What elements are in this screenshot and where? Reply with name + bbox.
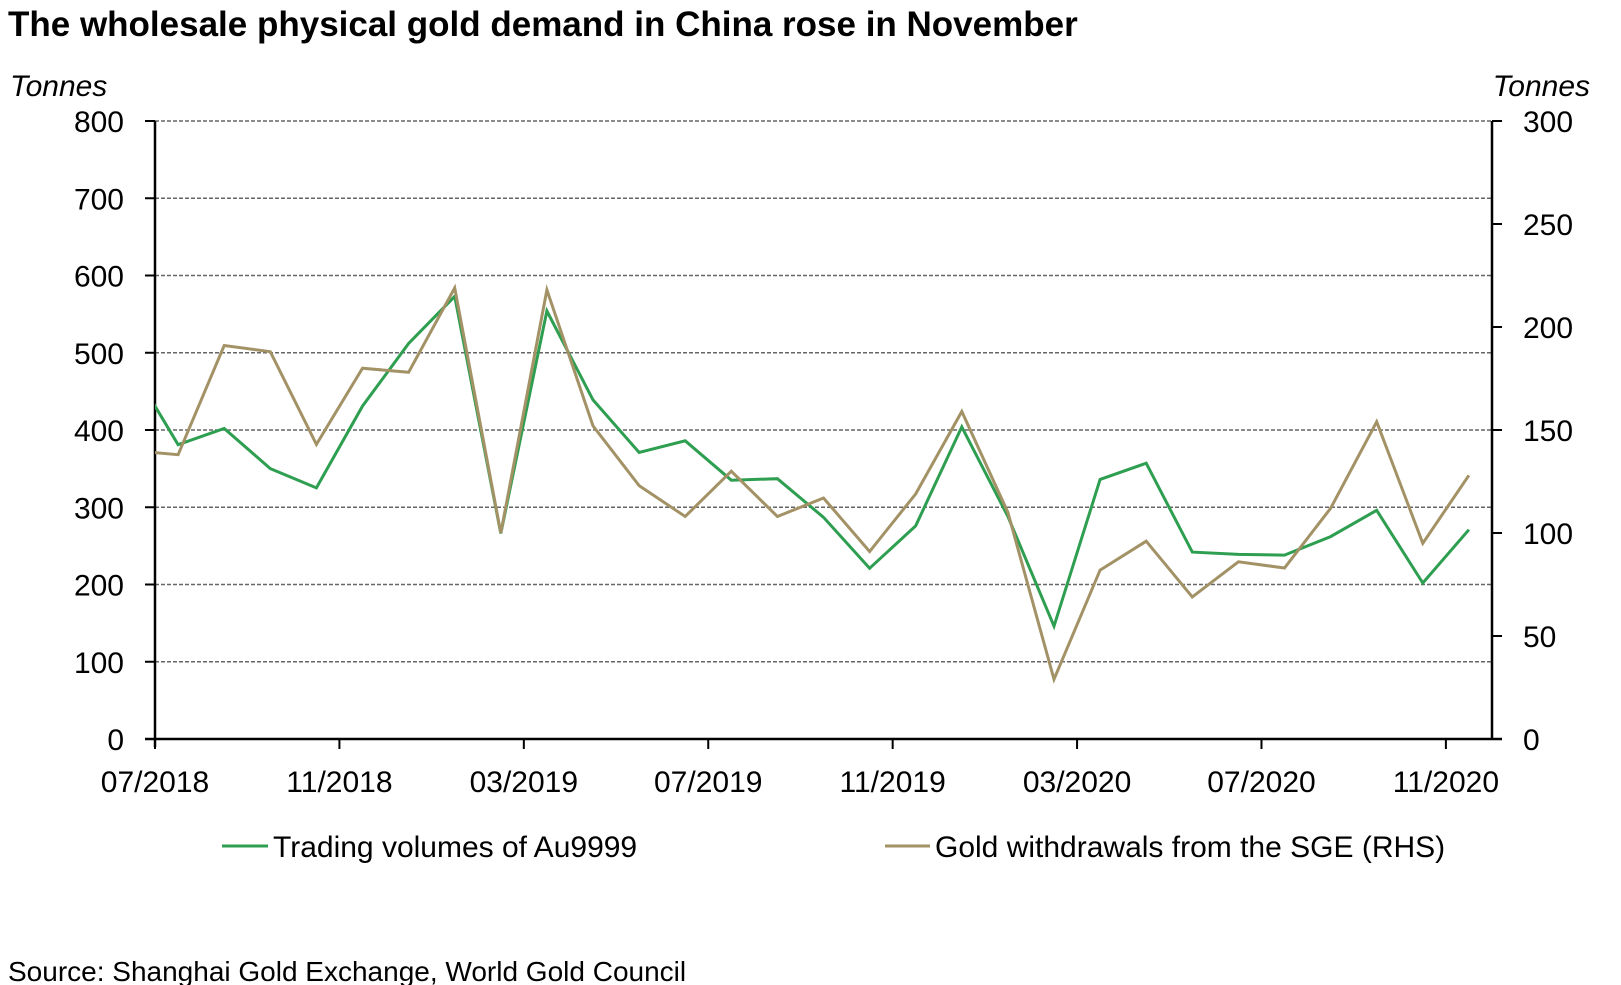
x-axis-tick-label: 11/2018 (286, 766, 392, 799)
right-axis-tick-label: 200 (1523, 312, 1573, 345)
right-axis-tick-label: 50 (1523, 621, 1556, 654)
x-axis-tick-label: 03/2019 (470, 766, 578, 799)
series-line-trading-volumes (155, 293, 1471, 631)
legend-label-trading-volumes: Trading volumes of Au9999 (273, 831, 637, 864)
left-axis-tick-label: 300 (74, 492, 124, 525)
source-note: Source: Shanghai Gold Exchange, World Go… (8, 956, 686, 985)
x-axis: 07/2018 11/2018 03/2019 07/2019 11/2019 03/20… (101, 737, 1502, 799)
left-axis-tick-label: 500 (74, 338, 124, 371)
x-axis-tick-label: 07/2018 (101, 766, 209, 799)
x-axis-tick-label: 07/2019 (654, 766, 762, 799)
legend-item-trading-volumes[interactable]: Trading volumes of Au9999 (222, 831, 637, 864)
left-axis-tick-label: 700 (74, 183, 124, 216)
legend: Trading volumes of Au9999 Gold withdrawa… (222, 831, 1445, 864)
right-axis-tick-label: 100 (1523, 518, 1573, 551)
gridlines (155, 120, 1492, 663)
right-axis-tick-label: 150 (1523, 415, 1573, 448)
x-axis-tick-label: 11/2019 (840, 766, 946, 799)
x-axis-tick-label: 11/2020 (1393, 766, 1499, 799)
left-axis-tick-label: 100 (74, 647, 124, 680)
plot-area (155, 283, 1471, 684)
right-axis-tick-label: 300 (1523, 106, 1573, 139)
series-line-gold-withdrawals (155, 283, 1471, 684)
left-axis-tick-label: 600 (74, 261, 124, 294)
left-axis-tick-label: 400 (74, 415, 124, 448)
legend-label-gold-withdrawals: Gold withdrawals from the SGE (RHS) (935, 831, 1445, 864)
right-axis-unit-label: Tonnes (1493, 70, 1590, 103)
x-axis-tick-label: 03/2020 (1023, 766, 1131, 799)
left-axis: 0 100 200 300 400 500 600 700 800 (74, 106, 157, 757)
right-axis-tick-label: 0 (1523, 724, 1540, 757)
left-axis-tick-label: 0 (107, 724, 124, 757)
right-axis-tick-label: 250 (1523, 209, 1573, 242)
right-axis: 0 50 100 150 200 250 300 (1490, 106, 1573, 757)
left-axis-tick-label: 200 (74, 570, 124, 603)
left-axis-unit-label: Tonnes (10, 70, 107, 103)
left-axis-tick-label: 800 (74, 106, 124, 139)
legend-item-gold-withdrawals[interactable]: Gold withdrawals from the SGE (RHS) (885, 831, 1445, 864)
x-axis-tick-label: 07/2020 (1207, 766, 1315, 799)
chart-title: The wholesale physical gold demand in Ch… (8, 5, 1078, 44)
